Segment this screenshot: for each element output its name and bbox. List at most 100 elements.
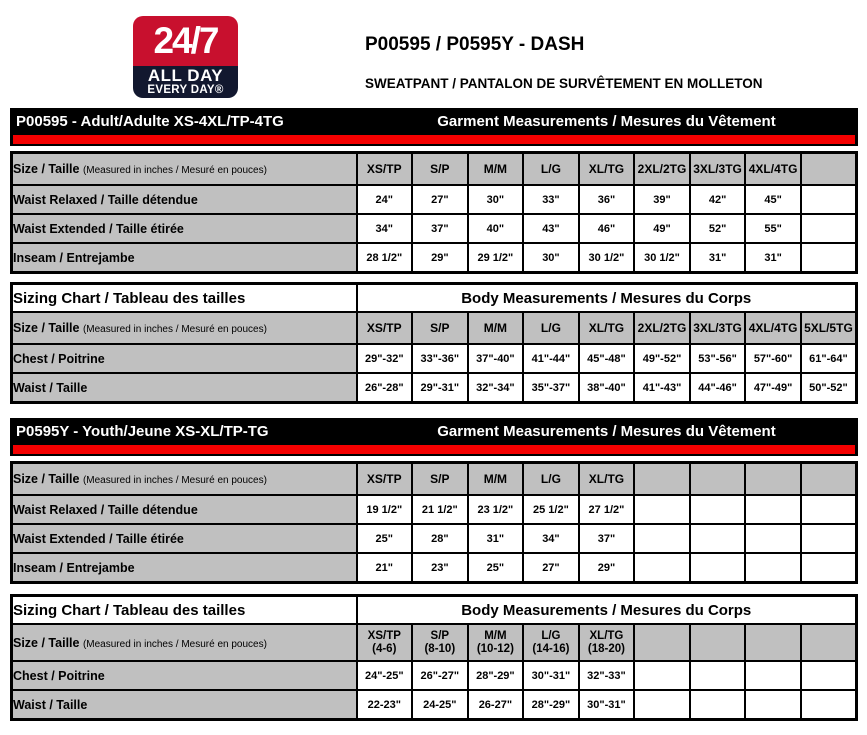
value-cell: 29"-31": [411, 372, 469, 404]
value-cell: 30"-31": [522, 660, 580, 691]
value-cell: 32"-33": [577, 660, 636, 691]
value-cell: [688, 494, 747, 525]
table-title: Sizing Chart / Tableau des tailles: [10, 282, 358, 313]
value-cell: 21 1/2": [411, 494, 469, 525]
table-title: P0595Y - Youth/Jeune XS-XL/TP-TG: [16, 423, 269, 440]
size-header-row: Size / Taille (Measured in inches / Mesu…: [10, 151, 858, 186]
size-cell: [633, 461, 691, 496]
youth-body-table: Sizing Chart / Tableau des tailles Body …: [10, 594, 858, 721]
value-cell: 52": [688, 213, 747, 244]
value-cell: [744, 523, 802, 554]
table-row: Inseam / Entrejambe 28 1/2" 29" 29 1/2" …: [10, 242, 858, 274]
value-cell: 24"-25": [355, 660, 414, 691]
value-cell: [799, 523, 858, 554]
table-row: Waist Relaxed / Taille détendue 19 1/2" …: [10, 494, 858, 525]
value-cell: 29": [577, 552, 636, 584]
value-cell: 49"-52": [633, 343, 691, 374]
size-cell: [633, 623, 691, 662]
size-label: Size / Taille: [13, 635, 80, 650]
size-cell: 4XL/4TG: [744, 151, 802, 186]
value-cell: 53"-56": [688, 343, 747, 374]
value-cell: 25": [355, 523, 414, 554]
size-cell: XS/TP (4-6): [355, 623, 414, 662]
size-cell: XL/TG (18-20): [577, 623, 636, 662]
size-name: S/P: [430, 629, 450, 642]
size-cell: S/P (8-10): [411, 623, 469, 662]
table-row: Chest / Poitrine 24"-25" 26"-27" 28"-29"…: [10, 660, 858, 691]
size-label-cell: Size / Taille (Measured in inches / Mesu…: [10, 623, 358, 662]
value-cell: 30": [522, 242, 580, 274]
table-row: Chest / Poitrine 29"-32" 33"-36" 37"-40"…: [10, 343, 858, 374]
value-cell: 37": [577, 523, 636, 554]
size-cell: 5XL/5TG: [799, 311, 858, 345]
size-label: Size / Taille: [13, 472, 80, 486]
size-header-row: Size / Taille (Measured in inches / Mesu…: [10, 623, 858, 662]
value-cell: [799, 242, 858, 274]
table-row: Waist Extended / Taille étirée 34" 37" 4…: [10, 213, 858, 244]
sizing-chart-header-row: Sizing Chart / Tableau des tailles Body …: [10, 594, 858, 625]
value-cell: 25": [466, 552, 525, 584]
size-label: Size / Taille: [13, 321, 80, 335]
value-cell: [688, 689, 747, 721]
adult-body-table: Sizing Chart / Tableau des tailles Body …: [10, 282, 858, 404]
size-note: (Measured in inches / Mesuré en pouces): [82, 165, 267, 176]
logo-allday-text: ALL DAY: [147, 66, 224, 85]
size-cell: [799, 151, 858, 186]
youth-garment-header-bar: P0595Y - Youth/Jeune XS-XL/TP-TG Garment…: [10, 418, 858, 456]
value-cell: 40": [466, 213, 525, 244]
value-cell: 50"-52": [799, 372, 858, 404]
size-cell: S/P: [411, 311, 469, 345]
value-cell: [744, 689, 802, 721]
value-cell: 24": [355, 184, 414, 215]
value-cell: [799, 184, 858, 215]
value-cell: 31": [744, 242, 802, 274]
value-cell: 46": [577, 213, 636, 244]
size-range: (10-12): [476, 642, 514, 655]
value-cell: 30 1/2": [633, 242, 691, 274]
value-cell: 26"-28": [355, 372, 414, 404]
row-label: Waist Relaxed / Taille détendue: [10, 184, 358, 215]
size-range: (8-10): [424, 642, 456, 655]
size-cell: M/M: [466, 151, 525, 186]
youth-garment-table: Size / Taille (Measured in inches / Mesu…: [10, 461, 858, 584]
measurements-title: Body Measurements / Mesures du Corps: [355, 594, 858, 625]
size-cell: [744, 623, 802, 662]
value-cell: 45"-48": [577, 343, 636, 374]
size-cell: 2XL/2TG: [633, 311, 691, 345]
size-cell: XS/TP: [355, 311, 414, 345]
size-cell: [799, 623, 858, 662]
row-label: Waist Extended / Taille étirée: [10, 213, 358, 244]
logo-navy-panel: ALL DAY EVERY DAY®: [133, 66, 238, 98]
size-cell: M/M (10-12): [466, 623, 525, 662]
row-label: Inseam / Entrejambe: [10, 242, 358, 274]
size-cell: XL/TG: [577, 311, 636, 345]
table-row: Inseam / Entrejambe 21" 23" 25" 27" 29": [10, 552, 858, 584]
value-cell: 28 1/2": [355, 242, 414, 274]
adult-garment-table: Size / Taille (Measured in inches / Mesu…: [10, 151, 858, 274]
adult-garment-section: P00595 - Adult/Adulte XS-4XL/TP-4TG Garm…: [10, 108, 858, 274]
size-name: XS/TP: [367, 629, 401, 642]
value-cell: [799, 552, 858, 584]
size-cell: M/M: [466, 461, 525, 496]
value-cell: 61"-64": [799, 343, 858, 374]
value-cell: 26"-27": [411, 660, 469, 691]
value-cell: 29"-32": [355, 343, 414, 374]
value-cell: [688, 523, 747, 554]
table-title: P00595 - Adult/Adulte XS-4XL/TP-4TG: [16, 113, 284, 130]
value-cell: 30"-31": [577, 689, 636, 721]
row-label: Waist Extended / Taille étirée: [10, 523, 358, 554]
tables-area: P00595 - Adult/Adulte XS-4XL/TP-4TG Garm…: [10, 108, 858, 721]
value-cell: [633, 494, 691, 525]
youth-garment-section: P0595Y - Youth/Jeune XS-XL/TP-TG Garment…: [10, 418, 858, 584]
size-cell: 3XL/3TG: [688, 151, 747, 186]
value-cell: 24-25": [411, 689, 469, 721]
value-cell: [744, 494, 802, 525]
table-row: Waist Extended / Taille étirée 25" 28" 3…: [10, 523, 858, 554]
size-cell: S/P: [411, 151, 469, 186]
sizing-chart-header-row: Sizing Chart / Tableau des tailles Body …: [10, 282, 858, 313]
logo-red-panel: 24/7: [133, 16, 238, 66]
value-cell: 41"-43": [633, 372, 691, 404]
size-cell: 2XL/2TG: [633, 151, 691, 186]
value-cell: 43": [522, 213, 580, 244]
value-cell: 34": [522, 523, 580, 554]
